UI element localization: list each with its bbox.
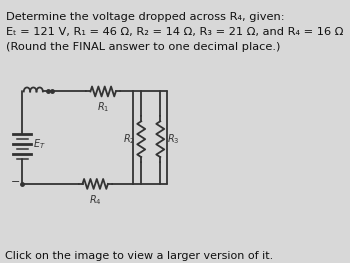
Text: $E_T$: $E_T$ bbox=[33, 137, 45, 151]
Text: $R_1$: $R_1$ bbox=[97, 100, 109, 114]
Text: $R_2$: $R_2$ bbox=[122, 132, 135, 146]
Text: $R_4$: $R_4$ bbox=[89, 193, 102, 207]
Text: Determine the voltage dropped across R₄, given:: Determine the voltage dropped across R₄,… bbox=[6, 12, 285, 22]
Text: Click on the image to view a larger version of it.: Click on the image to view a larger vers… bbox=[5, 251, 273, 261]
Text: Eₜ = 121 V, R₁ = 46 Ω, R₂ = 14 Ω, R₃ = 21 Ω, and R₄ = 16 Ω: Eₜ = 121 V, R₁ = 46 Ω, R₂ = 14 Ω, R₃ = 2… bbox=[6, 27, 344, 37]
Text: −: − bbox=[11, 177, 21, 187]
Text: $R_3$: $R_3$ bbox=[167, 132, 179, 146]
Text: (Round the FINAL answer to one decimal place.): (Round the FINAL answer to one decimal p… bbox=[6, 42, 281, 52]
